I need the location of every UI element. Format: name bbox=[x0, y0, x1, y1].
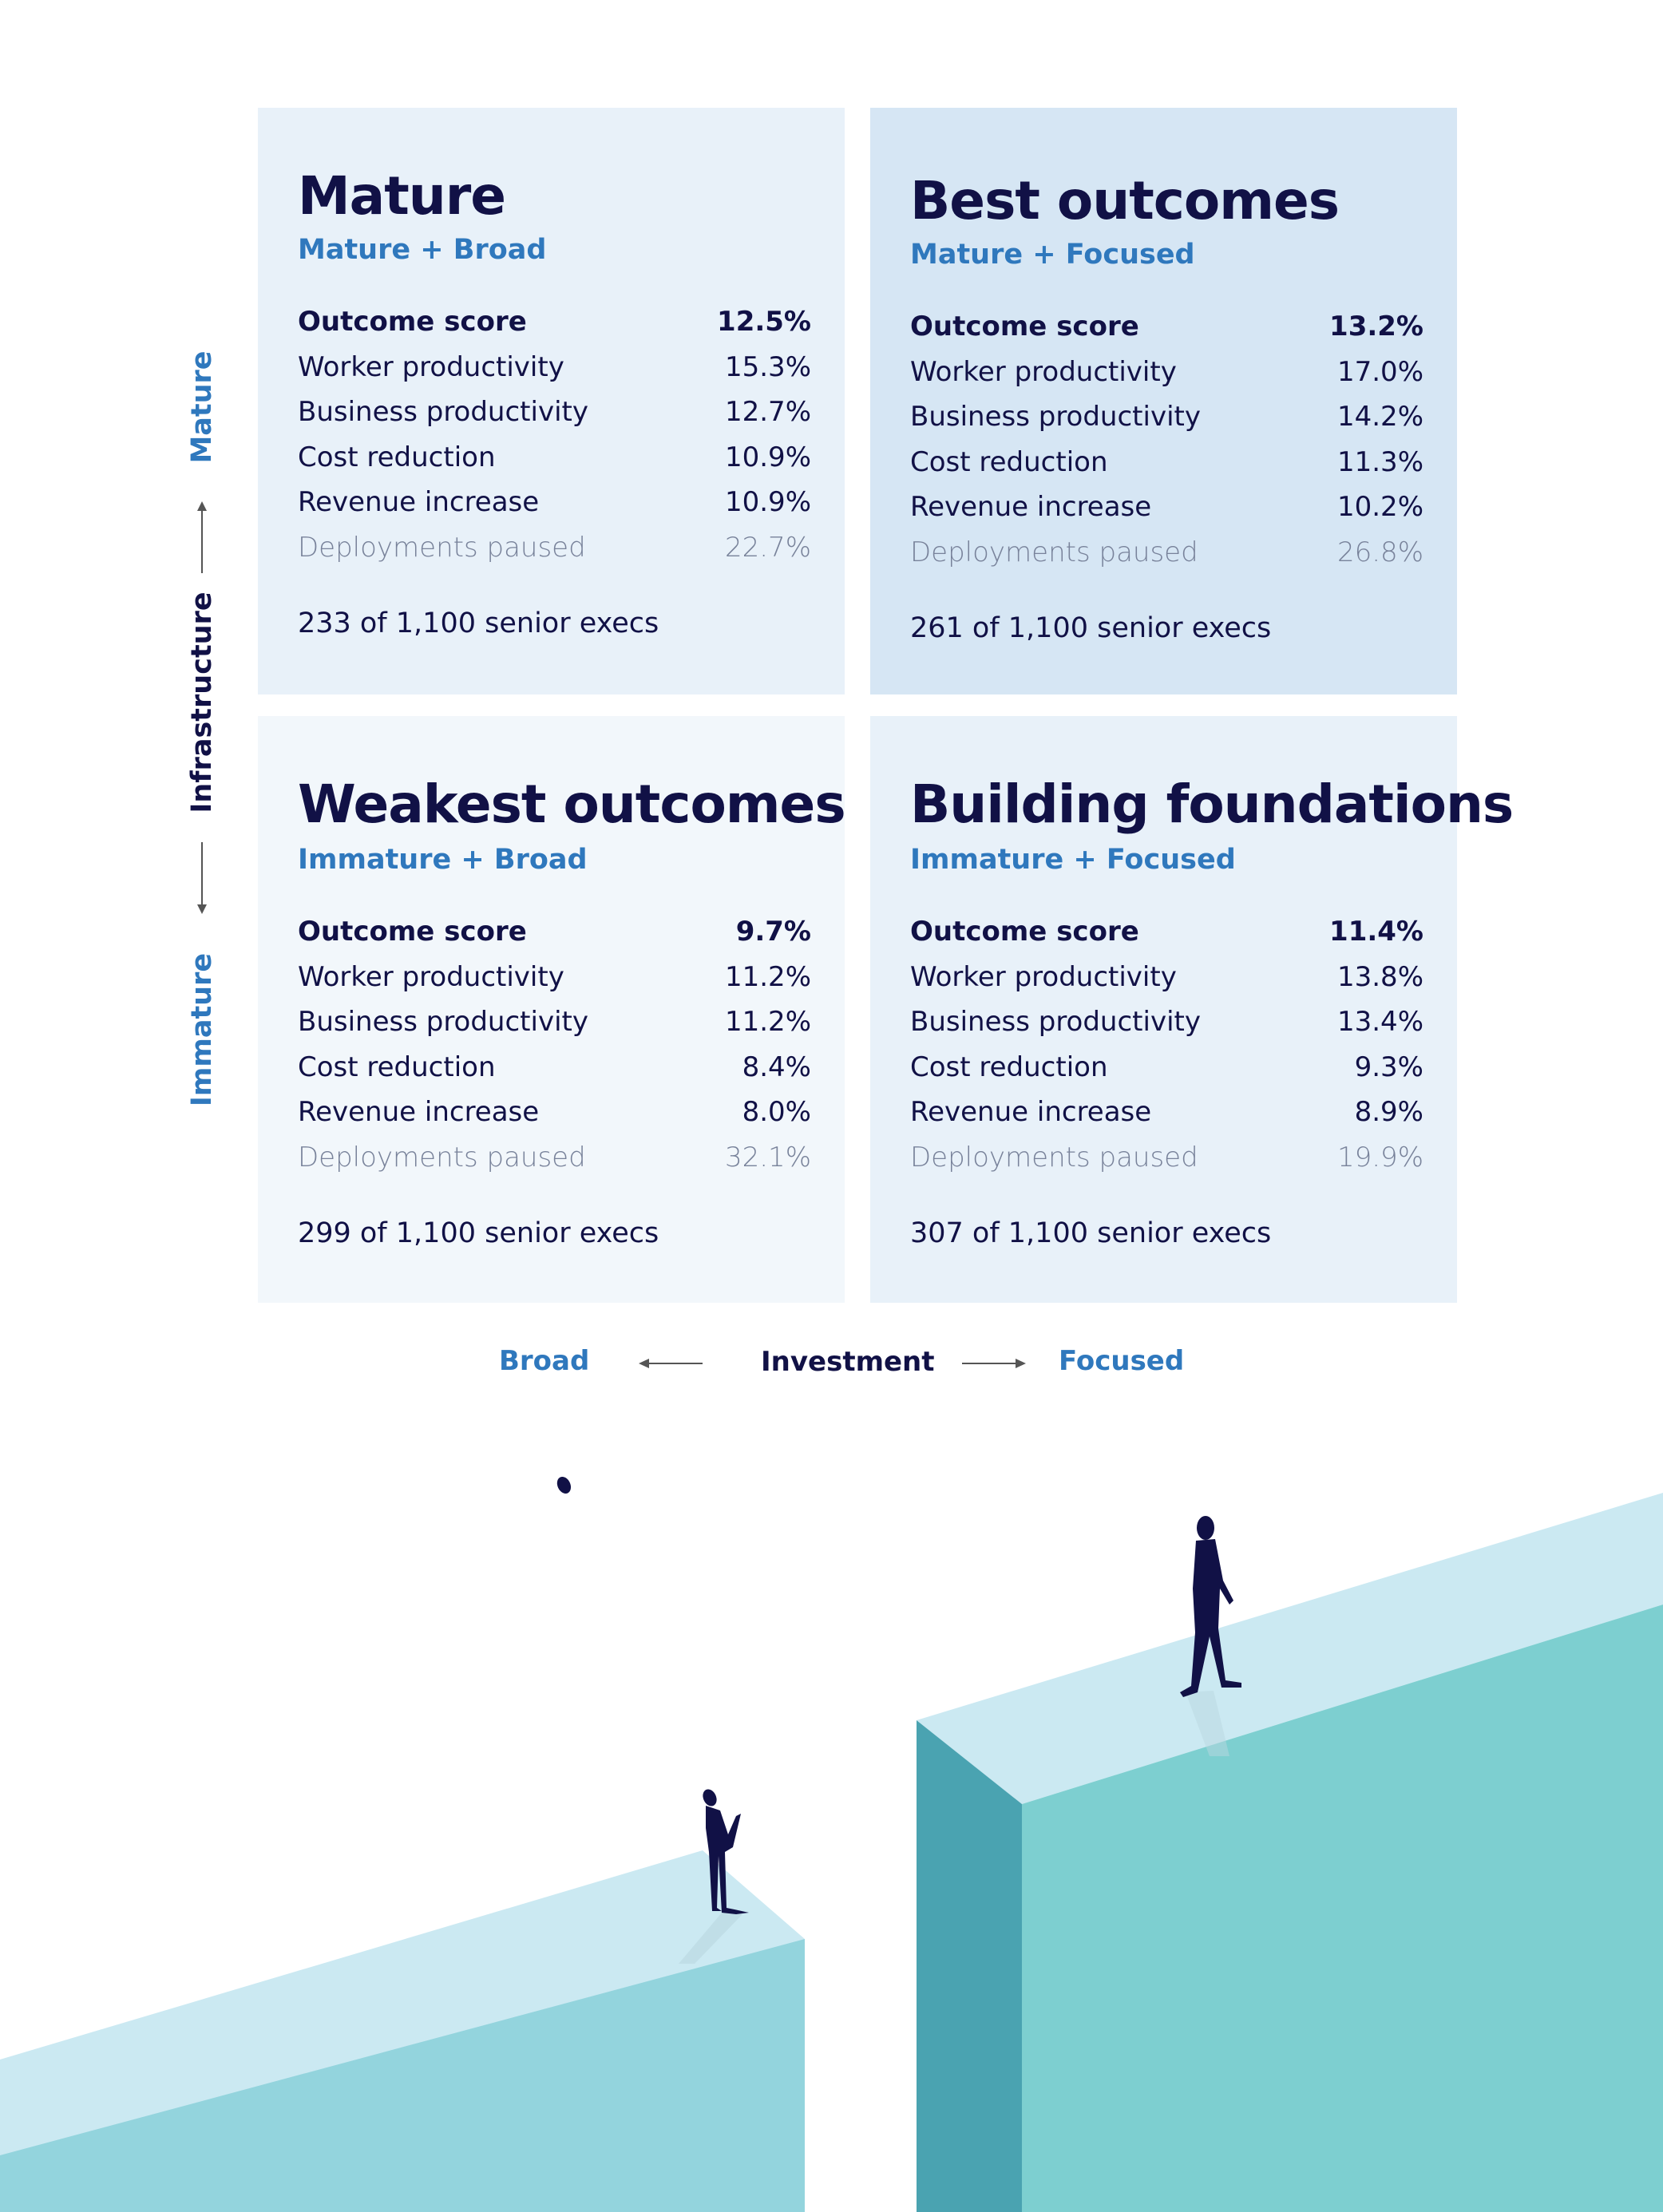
metric-row-outcome-score: Outcome score 13.2% bbox=[910, 311, 1423, 342]
quadrant-weakest-outcomes: Weakest outcomes Immature + Broad Outcom… bbox=[258, 716, 846, 1303]
quadrant-title: Weakest outcomes bbox=[298, 774, 846, 835]
execs-count: 299 of 1,100 senior execs bbox=[298, 1217, 659, 1249]
metric-row-cost-reduction: Cost reduction 9.3% bbox=[910, 1051, 1423, 1083]
quadrant-subtitle: Immature + Broad bbox=[298, 844, 588, 876]
quadrant-title: Best outcomes bbox=[910, 170, 1340, 231]
left-cliff-face bbox=[0, 1939, 805, 2212]
metric-row-worker-productivity: Worker productivity 15.3% bbox=[298, 350, 811, 383]
metric-row-worker-productivity: Worker productivity 17.0% bbox=[910, 355, 1423, 388]
metric-row-deployments-paused: Deployments paused 26.8% bbox=[910, 536, 1423, 568]
right-cliff-face bbox=[1022, 1605, 1663, 2212]
metric-row-deployments-paused: Deployments paused 19.9% bbox=[910, 1141, 1423, 1173]
execs-count: 233 of 1,100 senior execs bbox=[298, 607, 659, 639]
quadrant-best-outcomes: Best outcomes Mature + Focused Outcome s… bbox=[870, 108, 1457, 694]
quadrant-subtitle: Immature + Focused bbox=[910, 844, 1236, 876]
quadrant-subtitle: Mature + Focused bbox=[910, 239, 1195, 271]
metric-row-deployments-paused: Deployments paused 32.1% bbox=[298, 1141, 811, 1173]
metrics-list: Outcome score 13.2% Worker productivity 17… bbox=[910, 311, 1423, 582]
quadrant-subtitle: Mature + Broad bbox=[298, 234, 547, 266]
quadrant-building-foundations: Building foundations Immature + Focused … bbox=[870, 716, 1514, 1303]
metrics-list: Outcome score 9.7% Worker productivity 11.… bbox=[298, 916, 811, 1187]
axis-label-mature: Mature bbox=[186, 350, 218, 464]
metric-row-cost-reduction: Cost reduction 8.4% bbox=[298, 1051, 811, 1083]
metrics-list: Outcome score 12.5% Worker productivity 15… bbox=[298, 306, 811, 577]
metric-row-business-productivity: Business productivity 13.4% bbox=[910, 1006, 1423, 1039]
metric-row-cost-reduction: Cost reduction 11.3% bbox=[910, 445, 1423, 478]
execs-count: 261 of 1,100 senior execs bbox=[910, 612, 1272, 644]
cliffs-illustration bbox=[0, 1476, 1663, 2212]
axis-label-focused: Focused bbox=[1059, 1345, 1185, 1377]
metric-row-revenue-increase: Revenue increase 8.9% bbox=[910, 1096, 1423, 1129]
quadrant-title: Mature bbox=[298, 165, 506, 227]
metric-row-revenue-increase: Revenue increase 8.0% bbox=[298, 1096, 811, 1129]
metric-row-worker-productivity: Worker productivity 11.2% bbox=[298, 960, 811, 993]
metric-row-business-productivity: Business productivity 12.7% bbox=[298, 396, 811, 429]
quadrant-title: Building foundations bbox=[910, 774, 1514, 835]
metrics-list: Outcome score 11.4% Worker productivity 13… bbox=[910, 916, 1423, 1187]
metric-row-cost-reduction: Cost reduction 10.9% bbox=[298, 441, 811, 473]
axis-label-broad: Broad bbox=[499, 1345, 590, 1377]
arrow-up-icon bbox=[197, 501, 207, 573]
person-right-icon bbox=[1180, 1516, 1241, 1697]
axis-label-immature: Immature bbox=[186, 952, 218, 1107]
axis-label-investment: Investment bbox=[761, 1346, 935, 1378]
execs-count: 307 of 1,100 senior execs bbox=[910, 1217, 1272, 1249]
arrow-right-icon bbox=[962, 1359, 1026, 1368]
arrow-left-icon bbox=[639, 1359, 703, 1368]
metric-row-worker-productivity: Worker productivity 13.8% bbox=[910, 960, 1423, 993]
quadrant-mature: Mature Mature + Broad Outcome score 12.5%… bbox=[258, 108, 845, 694]
metric-row-revenue-increase: Revenue increase 10.9% bbox=[298, 486, 811, 519]
right-cliff-top bbox=[917, 1493, 1663, 1804]
metric-row-deployments-paused: Deployments paused 22.7% bbox=[298, 531, 811, 564]
metric-row-business-productivity: Business productivity 14.2% bbox=[910, 401, 1423, 433]
metric-row-outcome-score: Outcome score 12.5% bbox=[298, 306, 811, 338]
metric-row-revenue-increase: Revenue increase 10.2% bbox=[910, 491, 1423, 524]
metric-row-outcome-score: Outcome score 11.4% bbox=[910, 916, 1423, 948]
axis-label-infrastructure: Infrastructure bbox=[186, 592, 218, 813]
person-left-icon bbox=[556, 1476, 749, 1914]
arrow-down-icon bbox=[197, 842, 207, 914]
right-cliff-side bbox=[917, 1720, 1022, 2212]
metric-row-outcome-score: Outcome score 9.7% bbox=[298, 916, 811, 948]
metric-row-business-productivity: Business productivity 11.2% bbox=[298, 1006, 811, 1039]
